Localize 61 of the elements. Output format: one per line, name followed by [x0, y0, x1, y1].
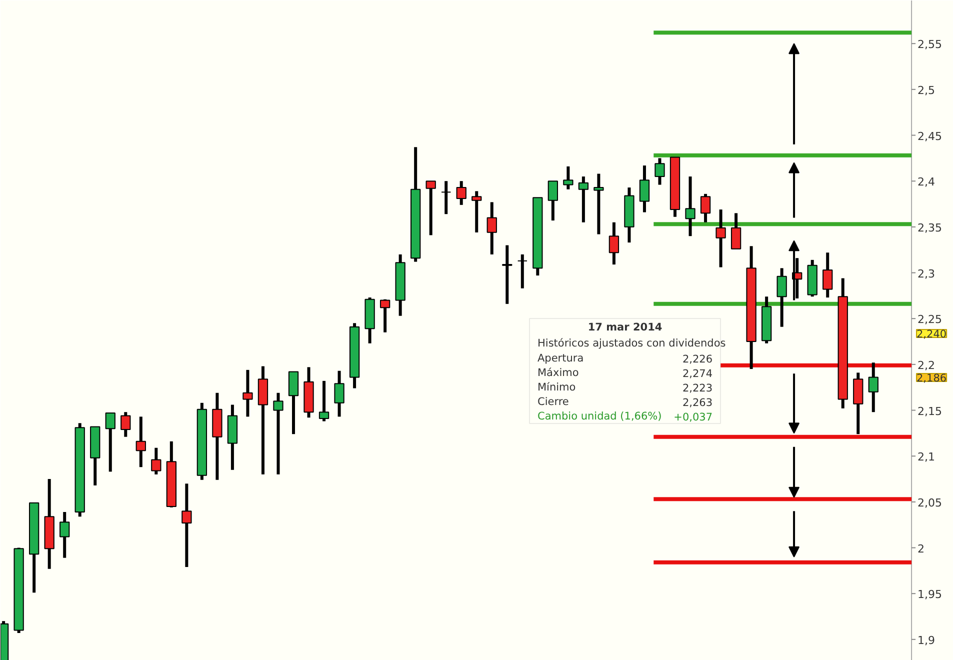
- y-tick-label: 2: [918, 542, 925, 556]
- annotation: Máximo: [538, 367, 579, 379]
- candlestick: [502, 245, 512, 304]
- annotation: Apertura: [538, 352, 584, 364]
- candlestick: [441, 181, 452, 214]
- y-tick-label: 2,35: [918, 221, 942, 234]
- annotation: +0,037: [674, 412, 712, 424]
- y-tick-label: 2,05: [918, 496, 942, 510]
- y-tick-label: 2,45: [918, 130, 942, 143]
- candlestick: [776, 268, 787, 327]
- annotation: 2,226: [682, 354, 713, 366]
- candlestick: [654, 158, 665, 185]
- candlestick: [242, 370, 253, 417]
- candlestick: [120, 412, 131, 437]
- candlestick: [700, 194, 711, 222]
- y-tick-label: 2,5: [918, 84, 936, 97]
- candlestick: [578, 176, 589, 222]
- candlestick: [380, 299, 390, 332]
- candlestick: [472, 191, 482, 232]
- text: 2,240: [916, 328, 947, 340]
- annotation: Mínimo: [538, 382, 576, 394]
- annotation: 2,263: [682, 397, 713, 409]
- annotation: Cierre: [538, 396, 569, 408]
- y-tick-label: 2,15: [918, 404, 942, 418]
- candlestick: [594, 174, 604, 234]
- y-tick-label: 2,4: [918, 176, 936, 189]
- y-tick-label: 2,1: [918, 450, 936, 464]
- y-tick-label: 1,9: [918, 634, 936, 647]
- y-tick-label: 2,55: [918, 38, 942, 52]
- candlestick: [730, 213, 742, 250]
- candlestick: [182, 484, 192, 567]
- candlestick: [318, 380, 330, 422]
- candlestick: [136, 416, 146, 468]
- y-tick-label: 1,95: [918, 588, 942, 602]
- candlestick: [608, 222, 620, 264]
- candlestick: [639, 166, 650, 212]
- annotation: 2,223: [682, 382, 713, 394]
- y-tick-label: 2,25: [918, 313, 942, 326]
- candlestick: [456, 181, 466, 205]
- candlestick: [105, 412, 116, 472]
- candlestick: [548, 180, 558, 220]
- annotation: 17 mar 2014: [588, 322, 662, 334]
- candlestick: [334, 370, 344, 417]
- candlestick: [60, 512, 70, 558]
- candlestick: [288, 371, 299, 434]
- candlestick: [868, 362, 878, 412]
- text: 2,186: [916, 372, 947, 384]
- annotation: 2,274: [682, 368, 713, 380]
- candlestick: [151, 448, 162, 474]
- y-tick-label: 2,3: [918, 267, 936, 280]
- candlestick: [273, 392, 284, 474]
- candlestick: [486, 202, 497, 254]
- annotation: Históricos ajustados con dividendos: [538, 338, 726, 350]
- candlestick: [716, 210, 726, 268]
- candlestick: [822, 252, 833, 298]
- candlestick: [685, 176, 696, 236]
- candlestick: [517, 254, 528, 288]
- candlestick: [563, 166, 574, 190]
- y-tick-label: 2,2: [918, 358, 936, 372]
- annotation: Cambio unidad (1,66%): [538, 410, 662, 422]
- candlestick: [426, 180, 436, 236]
